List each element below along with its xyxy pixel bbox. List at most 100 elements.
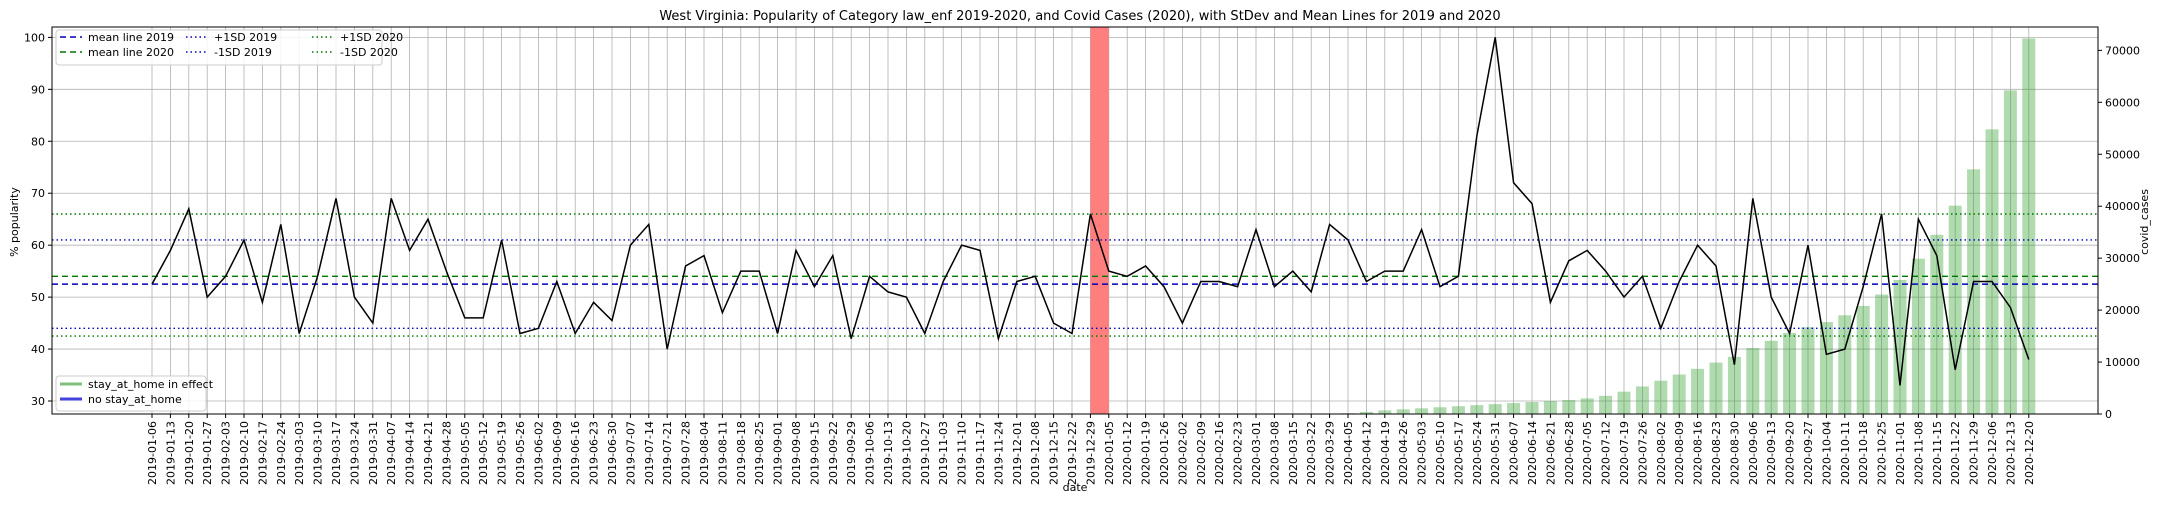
covid-cases-bar [1359, 411, 1373, 414]
x-tick-label: 2019-03-10 [312, 421, 325, 485]
plot-frame [51, 26, 2099, 415]
x-tick-label: 2019-01-13 [164, 421, 177, 485]
x-tick-label: 2020-10-25 [1876, 421, 1889, 485]
x-tick-label: 2020-04-12 [1360, 421, 1373, 485]
y2-tick-label: 60000 [2105, 96, 2140, 109]
legend-top-label: -1SD 2019 [214, 46, 272, 59]
x-tick-label: 2019-11-17 [974, 421, 987, 485]
covid-cases-bar [1580, 398, 1594, 414]
highlight-rect [1090, 27, 1109, 414]
y-tick-label: 60 [31, 239, 45, 252]
covid-cases-bar [1543, 401, 1557, 414]
x-tick-label: 2019-02-17 [256, 421, 269, 485]
covid-cases-bar [1709, 362, 1723, 414]
x-tick-label: 2019-01-06 [146, 421, 159, 485]
x-tick-label: 2019-06-23 [588, 421, 601, 485]
x-tick-label: 2020-06-07 [1508, 421, 1521, 485]
covid-cases-bar [1378, 410, 1392, 414]
x-tick-label: 2020-11-01 [1894, 421, 1907, 485]
covid-cases-bar [1396, 409, 1410, 414]
x-tick-label: 2020-08-30 [1728, 421, 1741, 485]
x-tick-label: 2019-03-24 [348, 421, 361, 485]
x-tick-label: 2019-04-28 [440, 421, 453, 485]
x-tick-label: 2020-08-09 [1673, 421, 1686, 485]
popularity-line [151, 37, 2030, 386]
legend-bottom-label: stay_at_home in effect [88, 378, 214, 391]
legend-top-label: +1SD 2019 [214, 31, 277, 44]
x-tick-label: 2019-05-26 [514, 421, 527, 485]
x-tick-label: 2020-01-05 [1103, 421, 1116, 485]
x-tick-label: 2019-06-09 [551, 421, 564, 485]
covid-cases-bar [1783, 332, 1797, 414]
covid-cases-bar [1617, 391, 1631, 414]
legend-bottom-box [55, 375, 207, 412]
x-tick-label: 2020-01-19 [1140, 421, 1153, 485]
x-tick-label: 2020-07-26 [1636, 421, 1649, 485]
covid-cases-bar [1654, 380, 1668, 414]
reference-lines [52, 213, 2098, 337]
x-tick-label: 2019-02-10 [238, 421, 251, 485]
x-tick-label: 2019-04-21 [422, 421, 435, 485]
x-tick-label: 2019-10-06 [864, 421, 877, 485]
x-tick-label: 2019-09-22 [827, 421, 840, 485]
x-tick-label: 2019-11-24 [992, 421, 1005, 485]
x-tick-label: 2020-03-01 [1250, 421, 1263, 485]
x-tick-label: 2020-06-28 [1563, 421, 1576, 485]
x-tick-label: 2019-12-29 [1084, 421, 1097, 485]
x-tick-label: 2019-12-08 [1029, 421, 1042, 485]
covid-cases-bar [1470, 405, 1484, 414]
covid-cases-bar [1985, 129, 1999, 414]
y2-tick-label: 10000 [2105, 356, 2140, 369]
x-tick-label: 2019-12-15 [1048, 421, 1061, 485]
x-tick-label: 2020-02-16 [1213, 421, 1226, 485]
x-tick-label: 2020-12-13 [2004, 421, 2017, 485]
covid-cases-bar [2003, 90, 2017, 414]
covid-cases-bar [1599, 395, 1613, 414]
popularity-line-group [151, 37, 2030, 386]
x-axis-label: date [1063, 481, 1088, 494]
x-tick-label: 2019-09-29 [845, 421, 858, 485]
x-tick-label: 2020-07-05 [1581, 421, 1594, 485]
x-tick-label: 2019-04-14 [404, 421, 417, 485]
x-tick-label: 2020-06-14 [1526, 421, 1539, 485]
x-tick-label: 2020-02-09 [1195, 421, 1208, 485]
x-tick-label: 2020-03-29 [1324, 421, 1337, 485]
y-ticks: 30 40 50 60 70 80 90 100 [24, 31, 52, 408]
legend-top-box [55, 29, 383, 66]
x-tick-label: 2020-11-08 [1912, 421, 1925, 485]
highlight-band [1090, 27, 1109, 414]
x-tick-label: 2019-10-20 [900, 421, 913, 485]
covid-cases-bar [1562, 399, 1576, 414]
covid-cases-bar [1930, 234, 1944, 414]
covid-cases-bar [1451, 406, 1465, 414]
y-axis-label: % popularity [8, 187, 21, 257]
x-tick-label: 2019-07-28 [680, 421, 693, 485]
x-tick-label: 2019-04-07 [385, 421, 398, 485]
covid-cases-bar [1635, 386, 1649, 414]
x-tick-label: 2019-06-30 [606, 421, 619, 485]
covid-cases-bar [1415, 408, 1429, 414]
y-tick-label: 90 [31, 83, 45, 96]
covid-cases-bar [1838, 315, 1852, 414]
y-tick-label: 100 [24, 31, 45, 44]
x-ticks: 2019-01-06 2019-01-13 2019-01-20 2019-01-27… [146, 414, 2036, 485]
legend-bottom: stay_at_home in effect no stay_at_home [55, 375, 214, 412]
y2-axis-label: covid_cases [2138, 189, 2151, 255]
legend-top: mean line 2019 mean line 2020 +1SD 2019 -1S… [55, 29, 403, 66]
legend-top-label: -1SD 2020 [340, 46, 398, 59]
y-tick-label: 70 [31, 187, 45, 200]
x-tick-label: 2020-07-12 [1600, 421, 1613, 485]
x-tick-label: 2019-01-27 [201, 421, 214, 485]
x-tick-label: 2020-11-29 [1968, 421, 1981, 485]
x-tick-label: 2019-07-14 [643, 421, 656, 485]
covid-cases-bar [1746, 348, 1760, 414]
covid-cases-bar [1856, 305, 1870, 414]
x-tick-label: 2019-11-10 [956, 421, 969, 485]
y2-tick-label: 40000 [2105, 200, 2140, 213]
x-tick-label: 2020-05-03 [1416, 421, 1429, 485]
x-tick-label: 2019-12-01 [1011, 421, 1024, 485]
legend-top-label: +1SD 2020 [340, 31, 403, 44]
y2-tick-label: 30000 [2105, 252, 2140, 265]
x-tick-label: 2020-08-23 [1710, 421, 1723, 485]
y2-tick-label: 50000 [2105, 148, 2140, 161]
